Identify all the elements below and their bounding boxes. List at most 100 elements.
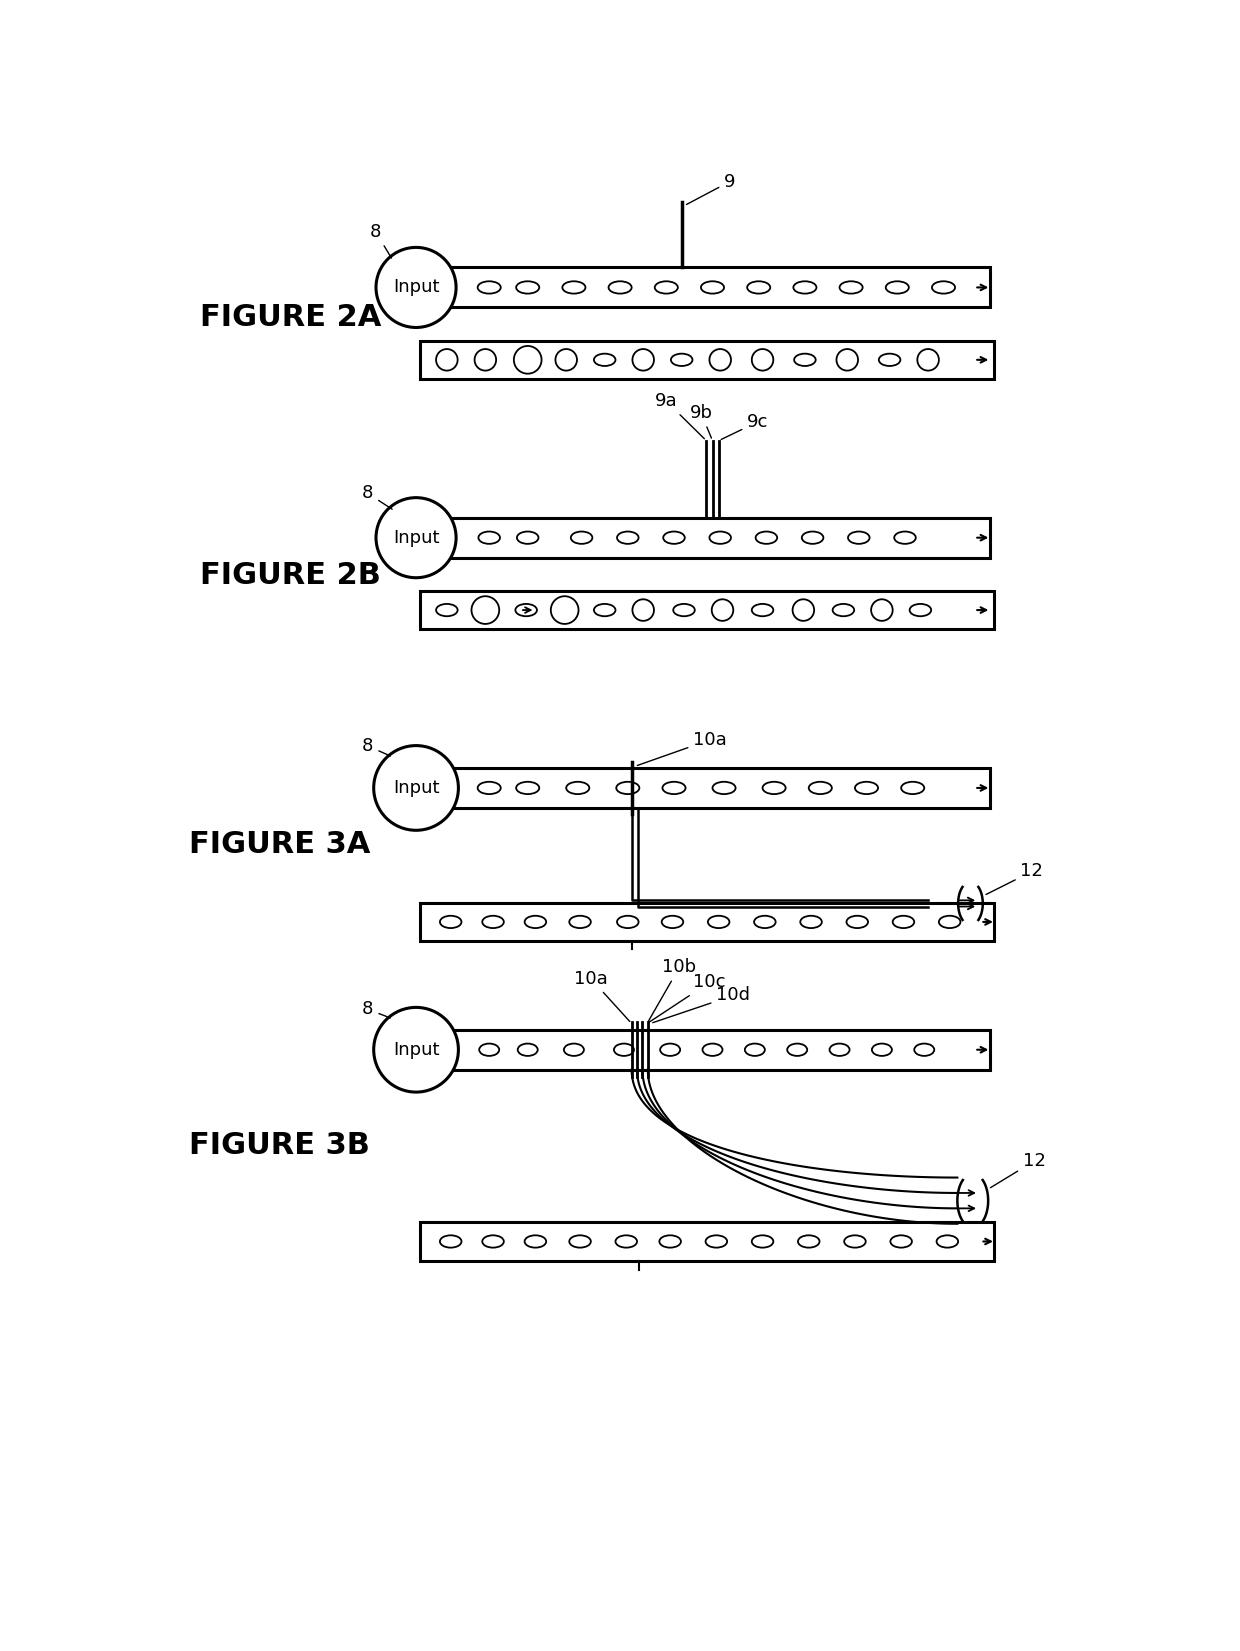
Ellipse shape: [479, 532, 500, 543]
Text: 9b: 9b: [689, 403, 713, 438]
Ellipse shape: [751, 1235, 774, 1248]
Ellipse shape: [787, 1043, 807, 1057]
Text: FIGURE 3B: FIGURE 3B: [188, 1131, 370, 1159]
Ellipse shape: [564, 1043, 584, 1057]
Ellipse shape: [660, 1043, 681, 1057]
Ellipse shape: [706, 1235, 727, 1248]
Ellipse shape: [516, 281, 539, 294]
Ellipse shape: [615, 1235, 637, 1248]
Ellipse shape: [479, 1043, 500, 1057]
Bar: [420, 903, 993, 941]
Ellipse shape: [516, 783, 539, 794]
Text: FIGURE 2A: FIGURE 2A: [201, 304, 382, 332]
Ellipse shape: [709, 532, 732, 543]
Ellipse shape: [655, 281, 678, 294]
Ellipse shape: [594, 353, 615, 367]
Ellipse shape: [673, 604, 694, 616]
Text: 10d: 10d: [652, 986, 750, 1022]
Ellipse shape: [800, 916, 822, 928]
Ellipse shape: [847, 916, 868, 928]
Ellipse shape: [440, 1235, 461, 1248]
Ellipse shape: [854, 783, 878, 794]
Ellipse shape: [799, 1235, 820, 1248]
Text: 8: 8: [362, 484, 392, 509]
Ellipse shape: [918, 348, 939, 370]
Ellipse shape: [440, 916, 461, 928]
Ellipse shape: [932, 281, 955, 294]
Ellipse shape: [632, 599, 653, 621]
Ellipse shape: [745, 1043, 765, 1057]
Ellipse shape: [901, 783, 924, 794]
Ellipse shape: [848, 532, 869, 543]
Ellipse shape: [794, 281, 816, 294]
Ellipse shape: [660, 1235, 681, 1248]
Ellipse shape: [837, 348, 858, 370]
Ellipse shape: [936, 1235, 959, 1248]
Bar: [420, 1222, 993, 1261]
Text: 10a: 10a: [574, 969, 630, 1022]
Ellipse shape: [551, 596, 579, 624]
Ellipse shape: [751, 604, 774, 616]
Ellipse shape: [910, 604, 931, 616]
Ellipse shape: [763, 783, 786, 794]
Ellipse shape: [436, 348, 458, 370]
Ellipse shape: [482, 1235, 503, 1248]
Ellipse shape: [751, 348, 774, 370]
Ellipse shape: [570, 532, 593, 543]
Ellipse shape: [525, 916, 546, 928]
Ellipse shape: [632, 348, 653, 370]
Ellipse shape: [513, 347, 542, 373]
Ellipse shape: [563, 281, 585, 294]
Ellipse shape: [712, 599, 733, 621]
Text: Input: Input: [393, 279, 439, 297]
Ellipse shape: [872, 1043, 892, 1057]
Ellipse shape: [471, 596, 500, 624]
Bar: [443, 518, 990, 558]
Ellipse shape: [839, 281, 863, 294]
Text: 10b: 10b: [649, 958, 697, 1022]
Circle shape: [376, 248, 456, 327]
Text: Input: Input: [393, 1040, 439, 1058]
Text: 8: 8: [362, 1001, 391, 1019]
Ellipse shape: [794, 353, 816, 367]
Ellipse shape: [755, 532, 777, 543]
Text: Input: Input: [393, 779, 439, 797]
Ellipse shape: [830, 1043, 849, 1057]
Ellipse shape: [567, 783, 589, 794]
Text: 10c: 10c: [650, 974, 725, 1022]
Text: 9c: 9c: [722, 413, 769, 439]
Ellipse shape: [614, 1043, 634, 1057]
Text: FIGURE 2B: FIGURE 2B: [201, 561, 382, 589]
Text: 9: 9: [687, 173, 735, 205]
Ellipse shape: [872, 599, 893, 621]
Ellipse shape: [808, 783, 832, 794]
Text: Input: Input: [393, 528, 439, 546]
Ellipse shape: [594, 604, 615, 616]
Ellipse shape: [701, 281, 724, 294]
Ellipse shape: [525, 1235, 546, 1248]
Ellipse shape: [569, 916, 590, 928]
Bar: [443, 1030, 990, 1070]
Ellipse shape: [663, 532, 684, 543]
Ellipse shape: [713, 783, 735, 794]
Ellipse shape: [709, 348, 732, 370]
Ellipse shape: [879, 353, 900, 367]
Ellipse shape: [894, 532, 916, 543]
Bar: [443, 267, 990, 307]
Text: FIGURE 3A: FIGURE 3A: [188, 830, 371, 860]
Ellipse shape: [477, 783, 501, 794]
Ellipse shape: [792, 599, 815, 621]
Ellipse shape: [832, 604, 854, 616]
Ellipse shape: [754, 916, 776, 928]
Ellipse shape: [609, 281, 631, 294]
Circle shape: [376, 497, 456, 578]
Bar: [443, 768, 990, 807]
Text: 10a: 10a: [637, 731, 727, 766]
Text: 12: 12: [991, 1152, 1045, 1187]
Ellipse shape: [671, 353, 692, 367]
Ellipse shape: [914, 1043, 934, 1057]
Circle shape: [373, 746, 459, 830]
Ellipse shape: [475, 348, 496, 370]
Bar: [420, 591, 993, 629]
Ellipse shape: [477, 281, 501, 294]
